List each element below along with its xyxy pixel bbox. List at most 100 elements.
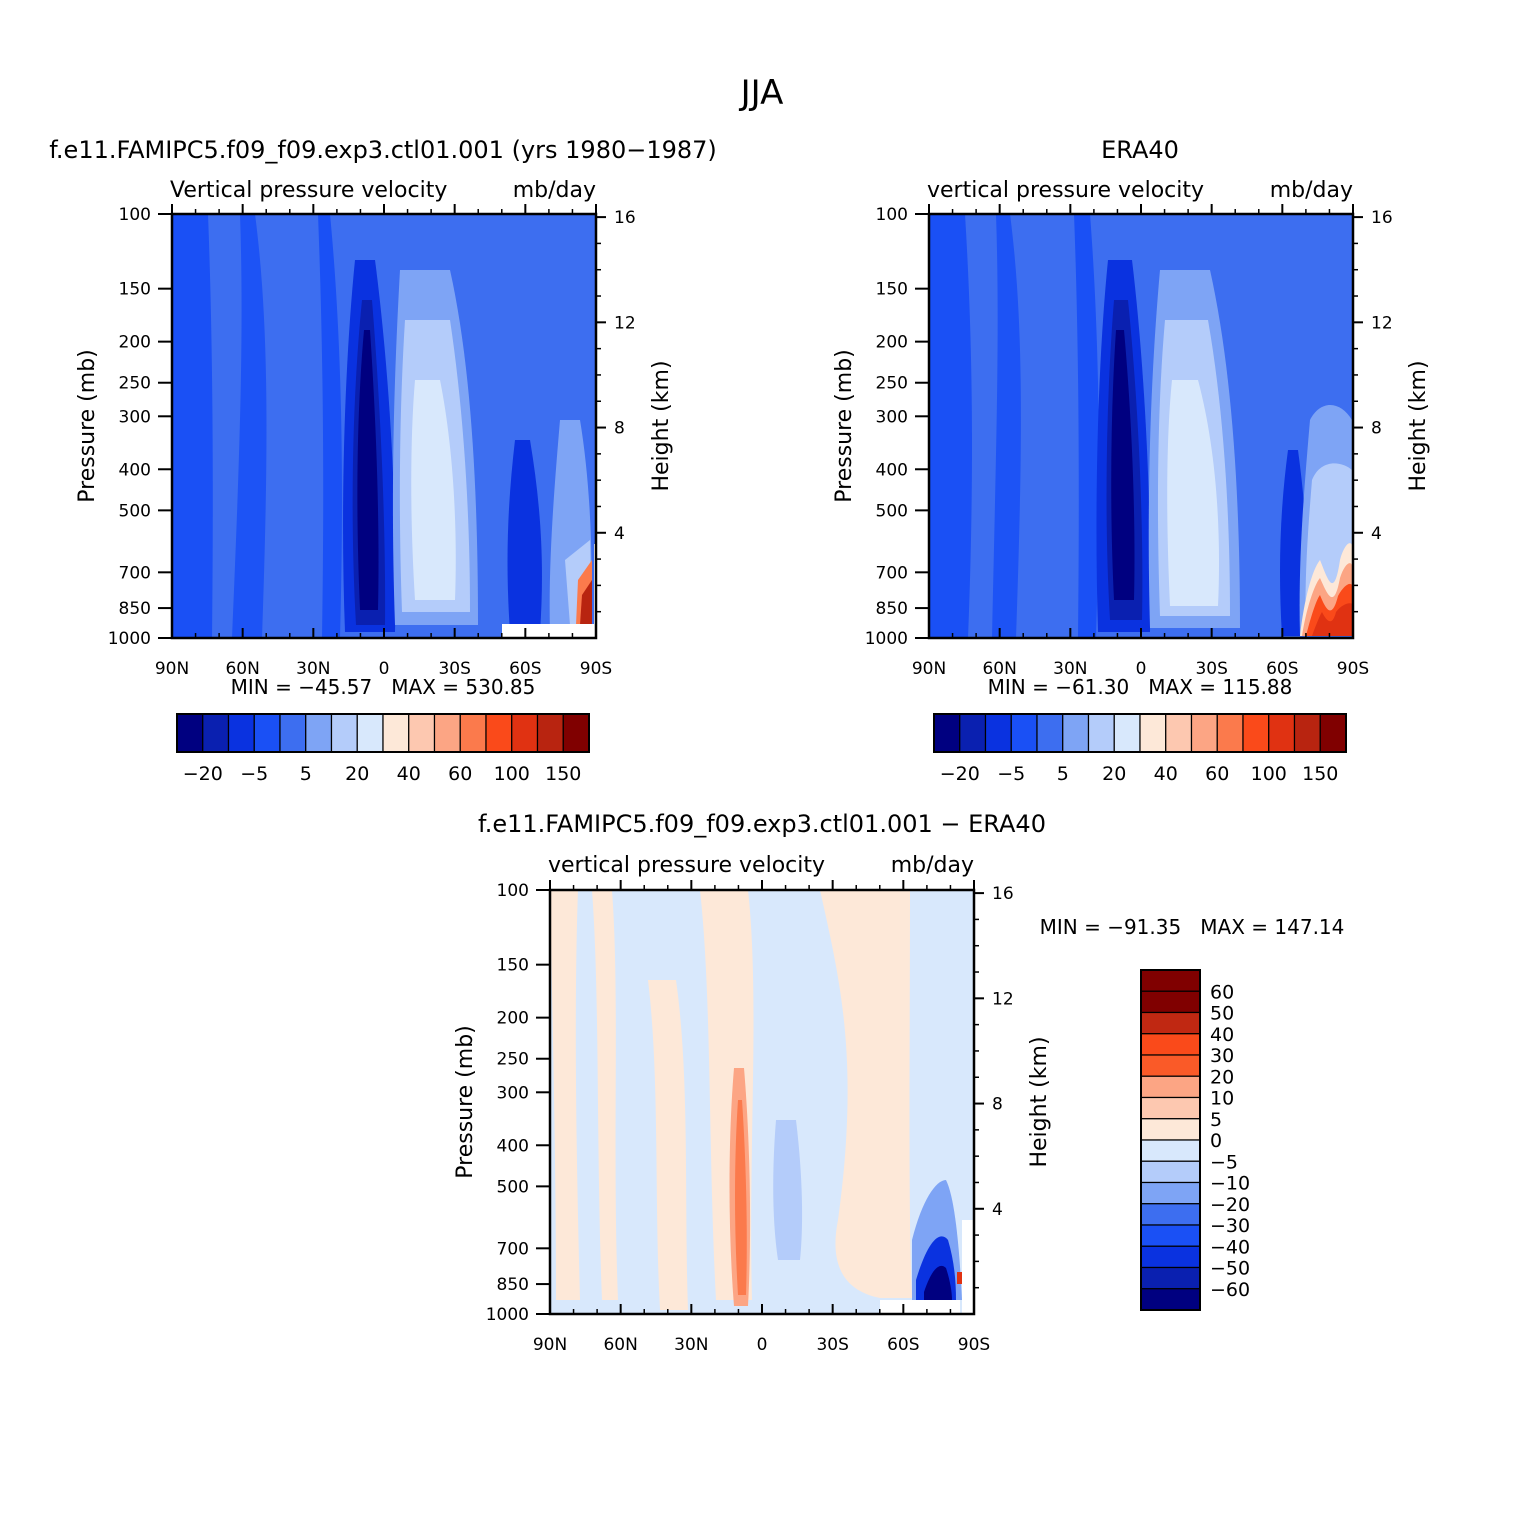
y-tick-label: 400 xyxy=(876,460,908,480)
colorbar-label: −20 xyxy=(183,763,223,785)
colorbar-swatch xyxy=(227,713,255,753)
x-tick-label: 30N xyxy=(674,1335,708,1355)
panel-difference-axes: 90N 60N 30N 0 30S 60S 90S 100 150 200 250 300 400 500… xyxy=(486,880,1014,1355)
panel-difference-title: f.e11.FAMIPC5.f09_f09.exp3.ctl01.001 − E… xyxy=(478,810,1046,838)
y-tick-label: 300 xyxy=(876,407,908,427)
y-tick-label: 150 xyxy=(497,956,529,976)
colorbar-swatch xyxy=(562,713,590,753)
colorbar-swatch xyxy=(382,713,410,753)
panel-difference-subtitle-left: vertical pressure velocity xyxy=(548,853,825,878)
y-tick-label: 250 xyxy=(119,374,151,394)
y-tick-label: 400 xyxy=(119,460,151,480)
colorbar-frame xyxy=(176,713,590,753)
panel-model-axes: 90N 60N 30N 0 30S 60S 90S 100 150 200 250 300 400 500… xyxy=(108,204,636,679)
colorbar-label: 40 xyxy=(397,763,421,785)
colorbar-label: 60 xyxy=(1205,763,1229,785)
colorbar-label: 100 xyxy=(1251,763,1287,785)
panel-era40-ylabel-right: Height (km) xyxy=(1406,360,1431,491)
y-tick-label: 500 xyxy=(119,501,151,521)
y-tick-label: 400 xyxy=(497,1136,529,1156)
colorbar-swatch xyxy=(459,713,487,753)
colorbar-swatch xyxy=(1140,1288,1201,1311)
colorbar-swatch xyxy=(1087,713,1115,753)
colorbar-label: −5 xyxy=(240,763,268,785)
x-tick-label: 90N xyxy=(912,659,946,679)
x-tick-label: 30N xyxy=(1053,659,1087,679)
colorbar-swatch xyxy=(1216,713,1244,753)
y-tick-label: 500 xyxy=(876,501,908,521)
colorbar-label: 50 xyxy=(1210,1003,1234,1025)
y-tick-label: 200 xyxy=(497,1009,529,1029)
y-right-tick-label: 12 xyxy=(614,313,636,333)
x-tick-label: 90N xyxy=(533,1335,567,1355)
colorbar-label: 30 xyxy=(1210,1045,1234,1067)
x-tick-label: 30N xyxy=(296,659,330,679)
x-tick-label: 30S xyxy=(438,659,470,679)
x-tick-label: 90S xyxy=(1337,659,1369,679)
y-tick-label: 500 xyxy=(497,1177,529,1197)
colorbar-swatch xyxy=(1062,713,1090,753)
colorbar-swatch xyxy=(279,713,307,753)
panel-difference-ylabel: Pressure (mb) xyxy=(453,1025,478,1179)
x-tick-label: 0 xyxy=(757,1335,768,1355)
colorbar-label: −10 xyxy=(1210,1173,1250,1195)
colorbar-swatch xyxy=(408,713,436,753)
colorbar-label: 150 xyxy=(1302,763,1338,785)
colorbar-swatch xyxy=(253,713,281,753)
colorbar-swatch xyxy=(1140,1096,1201,1120)
y-right-tick-label: 16 xyxy=(614,208,636,228)
y-tick-label: 100 xyxy=(876,205,908,225)
x-tick-label: 60S xyxy=(887,1335,919,1355)
y-tick-label: 700 xyxy=(876,563,908,583)
colorbar-swatch xyxy=(1140,1118,1201,1141)
colorbar-label: 100 xyxy=(494,763,530,785)
colorbar-swatch xyxy=(959,713,987,753)
x-tick-label: 90S xyxy=(580,659,612,679)
y-tick-label: 1000 xyxy=(486,1305,529,1325)
colorbar-swatch xyxy=(1140,1181,1201,1205)
colorbar-frame xyxy=(933,713,1347,753)
colorbar-frame xyxy=(1140,969,1201,1311)
y-tick-label: 700 xyxy=(497,1239,529,1259)
y-right-tick-label: 4 xyxy=(614,524,625,544)
panel-model-plot-area xyxy=(172,214,596,638)
colorbar-swatch xyxy=(1190,713,1218,753)
panel-difference-subtitle-right: mb/day xyxy=(891,853,974,878)
page-title: JJA xyxy=(739,73,784,113)
panel-model-ylabel-right: Height (km) xyxy=(649,360,674,491)
colorbar-swatch xyxy=(1113,713,1141,753)
colorbar-label: −5 xyxy=(997,763,1025,785)
y-tick-label: 700 xyxy=(119,563,151,583)
panel-era40-title: ERA40 xyxy=(1101,136,1179,164)
panel-era40-subtitle-left: vertical pressure velocity xyxy=(927,178,1204,203)
y-tick-label: 850 xyxy=(119,599,151,619)
colorbar-label: 40 xyxy=(1210,1024,1234,1046)
colorbar-swatch xyxy=(1140,1139,1201,1162)
colorbar-swatch xyxy=(485,713,513,753)
x-tick-label: 60N xyxy=(982,659,1016,679)
panel-model-subtitle-left: Vertical pressure velocity xyxy=(170,178,447,203)
x-tick-label: 60N xyxy=(225,659,259,679)
panel-era40-colorbar: −20 −5 5 20 40 60 100 150 xyxy=(933,713,1347,785)
panel-era40-plot-area xyxy=(929,214,1353,638)
panel-difference: f.e11.FAMIPC5.f09_f09.exp3.ctl01.001 − E… xyxy=(453,810,1344,1355)
panel-difference-plot-area xyxy=(550,890,974,1314)
y-tick-label: 300 xyxy=(497,1083,529,1103)
colorbar-label: −5 xyxy=(1210,1151,1238,1173)
x-tick-label: 60S xyxy=(509,659,541,679)
y-tick-label: 150 xyxy=(876,280,908,300)
colorbar-swatch xyxy=(1140,1075,1201,1099)
colorbar-swatch xyxy=(1140,1160,1201,1184)
colorbar-label: −50 xyxy=(1210,1258,1250,1280)
y-right-tick-label: 12 xyxy=(1371,313,1393,333)
colorbar-swatch xyxy=(1140,990,1201,1014)
colorbar-label: −30 xyxy=(1210,1215,1250,1237)
x-tick-label: 30S xyxy=(1195,659,1227,679)
y-right-tick-label: 16 xyxy=(1371,208,1393,228)
colorbar-label: 5 xyxy=(1057,763,1069,785)
y-tick-label: 150 xyxy=(119,280,151,300)
y-tick-label: 100 xyxy=(497,881,529,901)
x-tick-label: 60S xyxy=(1266,659,1298,679)
y-right-tick-label: 8 xyxy=(1371,419,1382,439)
